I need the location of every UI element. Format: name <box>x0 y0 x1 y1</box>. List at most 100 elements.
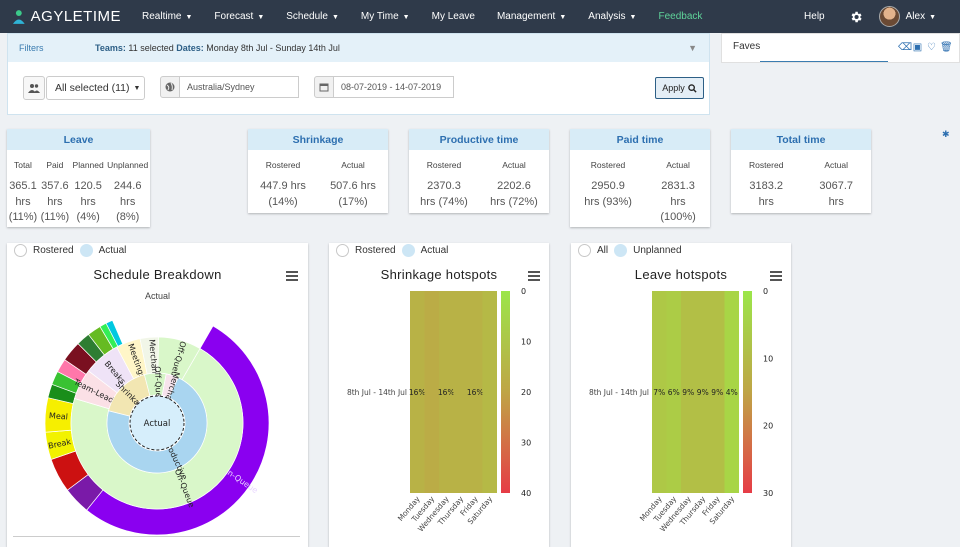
radio-rostered-label: Rostered <box>33 245 74 256</box>
chevron-down-icon: ▼ <box>629 14 637 21</box>
nav-item-label: Realtime <box>142 11 182 22</box>
eraser-icon[interactable]: ⌫ <box>898 42 913 53</box>
radio-unplanned[interactable] <box>614 244 628 257</box>
chart-menu-icon[interactable] <box>770 271 782 281</box>
stat-rostered: Rostered 3183.2 hrs <box>749 160 784 210</box>
color-scale-tick: 20 <box>521 388 531 397</box>
heatmap-cell[interactable] <box>439 291 454 493</box>
stat-value-line: 357.6 <box>41 180 69 192</box>
heatmap-cell[interactable] <box>695 291 711 493</box>
nav-item-realtime[interactable]: Realtime ▼ <box>131 11 203 22</box>
filters-panel: Filters Teams: 11 selected Dates: Monday… <box>7 33 710 115</box>
sunburst-label: Off-Queue <box>153 366 163 408</box>
color-scale-tick: 10 <box>521 338 531 347</box>
radio-actual[interactable] <box>79 244 93 257</box>
heatmap-cell-label: 7% <box>653 388 665 397</box>
sunburst-label: Meal <box>49 411 69 421</box>
heatmap-cell[interactable] <box>666 291 682 493</box>
heatmap-cell[interactable] <box>424 291 440 493</box>
radio-all-label: All <box>597 245 609 256</box>
stat-card-total-time: Total time Rostered 3183.2 hrs Actual 3067.7 h… <box>731 129 871 213</box>
stat-value-line: 3067.7 <box>819 180 854 192</box>
heatmap-cell-label: 16% <box>467 388 484 397</box>
logo-text: AGYLETIME <box>30 8 121 25</box>
nav-item-my-leave[interactable]: My Leave <box>421 11 486 22</box>
stat-rostered: Rostered 2950.9 hrs (93%) <box>584 160 632 226</box>
color-scale-tick: 0 <box>763 287 768 296</box>
heart-icon[interactable]: ♡ <box>927 42 936 53</box>
team-select-dropdown[interactable]: All selected (11) ▼ <box>46 76 145 100</box>
color-scale-bar <box>743 291 752 493</box>
color-scale-tick: 20 <box>763 422 773 431</box>
nav-help-link[interactable]: Help <box>804 11 825 22</box>
save-icon[interactable]: ▣ <box>912 42 923 53</box>
nav-item-label: Feedback <box>658 11 703 22</box>
chevron-down-icon[interactable]: ▼ <box>688 43 697 53</box>
timezone-input[interactable]: Australia/Sydney <box>180 76 299 98</box>
nav-item-feedback[interactable]: Feedback <box>647 11 713 22</box>
schedule-breakdown-panel: Rostered Actual Schedule Breakdown Actua… <box>7 243 308 547</box>
nav-item-schedule[interactable]: Schedule ▼ <box>275 11 350 22</box>
nav-item-label: Schedule <box>286 11 328 22</box>
chart-menu-icon[interactable] <box>286 271 298 281</box>
sunburst-label: Merchant <box>147 339 159 377</box>
heatmap-cell[interactable] <box>453 291 469 493</box>
sunburst-segment-merchant[interactable] <box>161 373 179 399</box>
date-range-input[interactable]: 08-07-2019 - 14-07-2019 <box>334 76 454 98</box>
nav-item-label: My Time <box>360 11 399 22</box>
filters-header[interactable]: Filters Teams: 11 selected Dates: Monday… <box>8 34 709 62</box>
apply-button[interactable]: Apply <box>655 77 704 99</box>
stat-card-title: Paid time <box>570 129 710 150</box>
trash-icon[interactable]: 🗑 <box>940 42 953 53</box>
stat-value-line: hrs <box>47 195 63 208</box>
heatmap-cell-label: 16% <box>438 388 455 397</box>
heatmap-cell[interactable] <box>468 291 483 493</box>
gear-icon[interactable] <box>849 10 863 24</box>
radio-all[interactable] <box>578 244 591 257</box>
chart-subtitle: Actual <box>144 291 170 301</box>
nav-item-label: Forecast <box>214 11 254 22</box>
nav-item-label: Analysis <box>588 11 626 22</box>
sunburst-center[interactable] <box>129 395 185 451</box>
radio-actual[interactable] <box>401 244 415 257</box>
stat-label: Planned <box>72 160 104 170</box>
heatmap-cell[interactable] <box>681 291 696 493</box>
stat-card-leave: Leave Total 365.1 hrs (11%) Paid 357.6 hrs (11%)… <box>7 129 150 227</box>
nav-item-forecast[interactable]: Forecast ▼ <box>203 11 275 22</box>
stat-unplanned: Unplanned 244.6 hrs (8%) <box>107 160 148 226</box>
stat-value-line: 2202.6 <box>497 180 531 192</box>
user-menu[interactable]: Alex ▼ <box>906 11 936 22</box>
stat-value-line: hrs (93%) <box>584 195 632 208</box>
stat-label: Rostered <box>590 160 626 170</box>
radio-rostered[interactable] <box>14 244 27 257</box>
heatmap-cell[interactable] <box>710 291 725 493</box>
heatmap-cell[interactable] <box>410 291 425 493</box>
user-avatar[interactable] <box>878 6 900 27</box>
team-select-value: All selected (11) <box>55 82 130 94</box>
top-navbar: AGYLETIME Realtime ▼ Forecast ▼ Schedule ▼ My … <box>0 0 960 33</box>
team-group-icon[interactable] <box>23 76 45 100</box>
stat-actual: Actual 3067.7 hrs <box>819 160 853 210</box>
shrinkage-hotspots-panel: Rostered Actual Shrinkage hotspots 8th J… <box>329 243 549 547</box>
stat-actual: Actual 507.6 hrs (17%) <box>330 160 376 210</box>
stat-rostered: Rostered 447.9 hrs (14%) <box>260 160 306 210</box>
faves-input-underline[interactable] <box>760 61 888 62</box>
nav-item-management[interactable]: Management ▼ <box>486 11 577 22</box>
nav-item-my-time[interactable]: My Time ▼ <box>350 11 421 22</box>
chart-menu-icon[interactable] <box>528 271 540 281</box>
sunburst-segment-productive[interactable] <box>106 377 208 474</box>
stat-value-line: 365.1 <box>9 180 37 192</box>
heatmap-cell[interactable] <box>482 291 498 493</box>
heatmap-cell-label: 16% <box>409 388 426 397</box>
settings-cog-icon[interactable]: ✱ <box>942 129 950 139</box>
nav-item-analysis[interactable]: Analysis ▼ <box>577 11 647 22</box>
stat-value-line: 2950.9 <box>591 180 625 192</box>
heatmap-cell[interactable] <box>724 291 740 493</box>
heatmap-cell[interactable] <box>652 291 667 493</box>
logo[interactable]: AGYLETIME <box>11 8 121 25</box>
color-scale-tick: 40 <box>521 489 531 498</box>
radio-rostered[interactable] <box>336 244 349 257</box>
chevron-down-icon: ▼ <box>929 14 936 21</box>
stat-value-line: (100%) <box>660 211 696 223</box>
user-name: Alex <box>905 11 926 22</box>
